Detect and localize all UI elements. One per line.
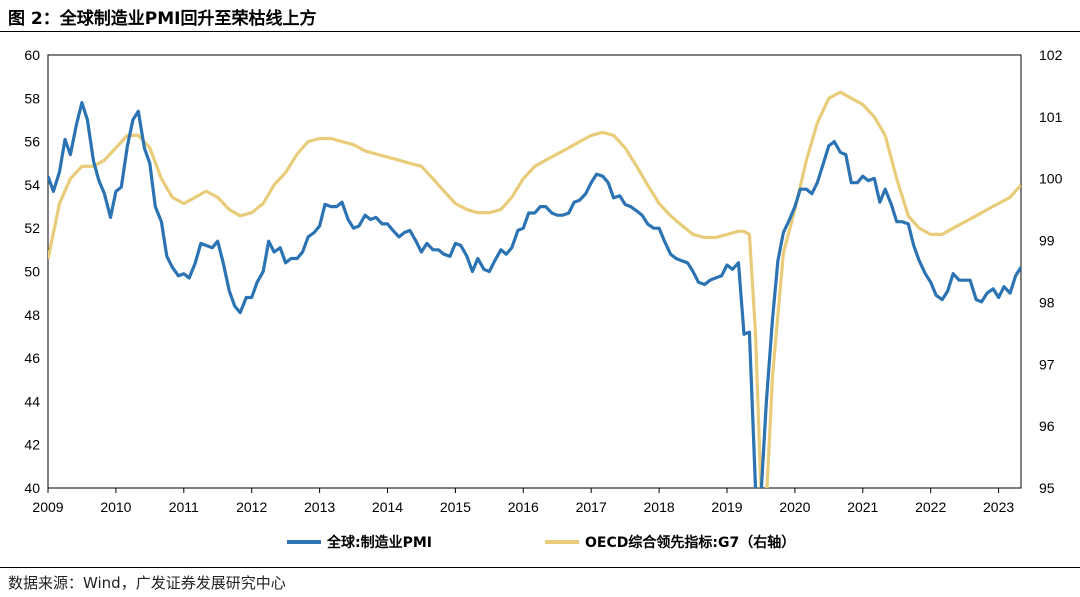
right-axis-tick-label: 98	[1039, 294, 1055, 310]
x-axis-tick-label: 2017	[576, 499, 607, 515]
left-axis-tick-label: 50	[24, 264, 40, 280]
source-note: 数据来源：Wind，广发证券发展研究中心	[8, 574, 286, 592]
x-axis-tick-label: 2015	[440, 499, 471, 515]
left-axis-tick-label: 56	[24, 134, 40, 150]
left-axis-tick-label: 46	[24, 350, 40, 366]
right-axis-tick-label: 100	[1039, 171, 1063, 187]
x-axis-tick-label: 2016	[508, 499, 539, 515]
plot-frame	[47, 54, 1022, 489]
figure-title: 图 2：全球制造业PMI回升至荣枯线上方	[8, 9, 317, 29]
legend-label-pmi: 全球:制造业PMI	[326, 534, 432, 551]
left-axis-tick-label: 44	[24, 393, 40, 409]
x-axis-tick-label: 2011	[169, 499, 199, 515]
x-axis-tick-label: 2022	[915, 499, 946, 515]
left-axis-tick-label: 48	[24, 307, 40, 323]
x-axis-tick-label: 2013	[304, 499, 335, 515]
right-axis-tick-label: 101	[1039, 109, 1063, 125]
x-axis-tick-label: 2021	[847, 499, 878, 515]
right-axis-tick-label: 102	[1039, 47, 1063, 63]
legend-label-oecd: OECD综合领先指标:G7（右轴）	[585, 534, 795, 551]
left-axis-tick-label: 54	[24, 177, 40, 193]
left-axis-tick-label: 58	[24, 90, 40, 106]
right-axis-tick-label: 97	[1039, 356, 1055, 372]
x-axis-tick-label: 2010	[100, 499, 131, 515]
title-rule	[0, 31, 1080, 32]
pmi-oecd-line-chart: 40 42 44 46 48 50 52 54 56 58 60 95 96 97 98 99 100 101 1…	[24, 47, 1063, 551]
left-axis-tick-label: 60	[24, 47, 40, 63]
x-axis-tick-label: 2023	[983, 499, 1014, 515]
right-axis-tick-label: 96	[1039, 418, 1055, 434]
source-rule	[0, 567, 1080, 568]
right-axis-tick-label: 99	[1039, 233, 1055, 249]
x-axis-tick-label: 2009	[32, 499, 63, 515]
series-line-pmi	[48, 100, 1021, 488]
left-axis-tick-label: 40	[24, 480, 40, 496]
x-axis-tick-label: 2014	[372, 499, 403, 515]
x-axis-tick-label: 2019	[711, 499, 742, 515]
x-axis-tick-label: 2020	[779, 499, 810, 515]
left-axis-tick-label: 52	[24, 220, 40, 236]
left-axis-tick-label: 42	[24, 437, 40, 453]
x-axis-tick-label: 2012	[236, 499, 267, 515]
series-line-oecd	[48, 90, 1021, 488]
x-axis-tick-label: 2018	[644, 499, 675, 515]
right-axis-tick-label: 95	[1039, 480, 1055, 496]
